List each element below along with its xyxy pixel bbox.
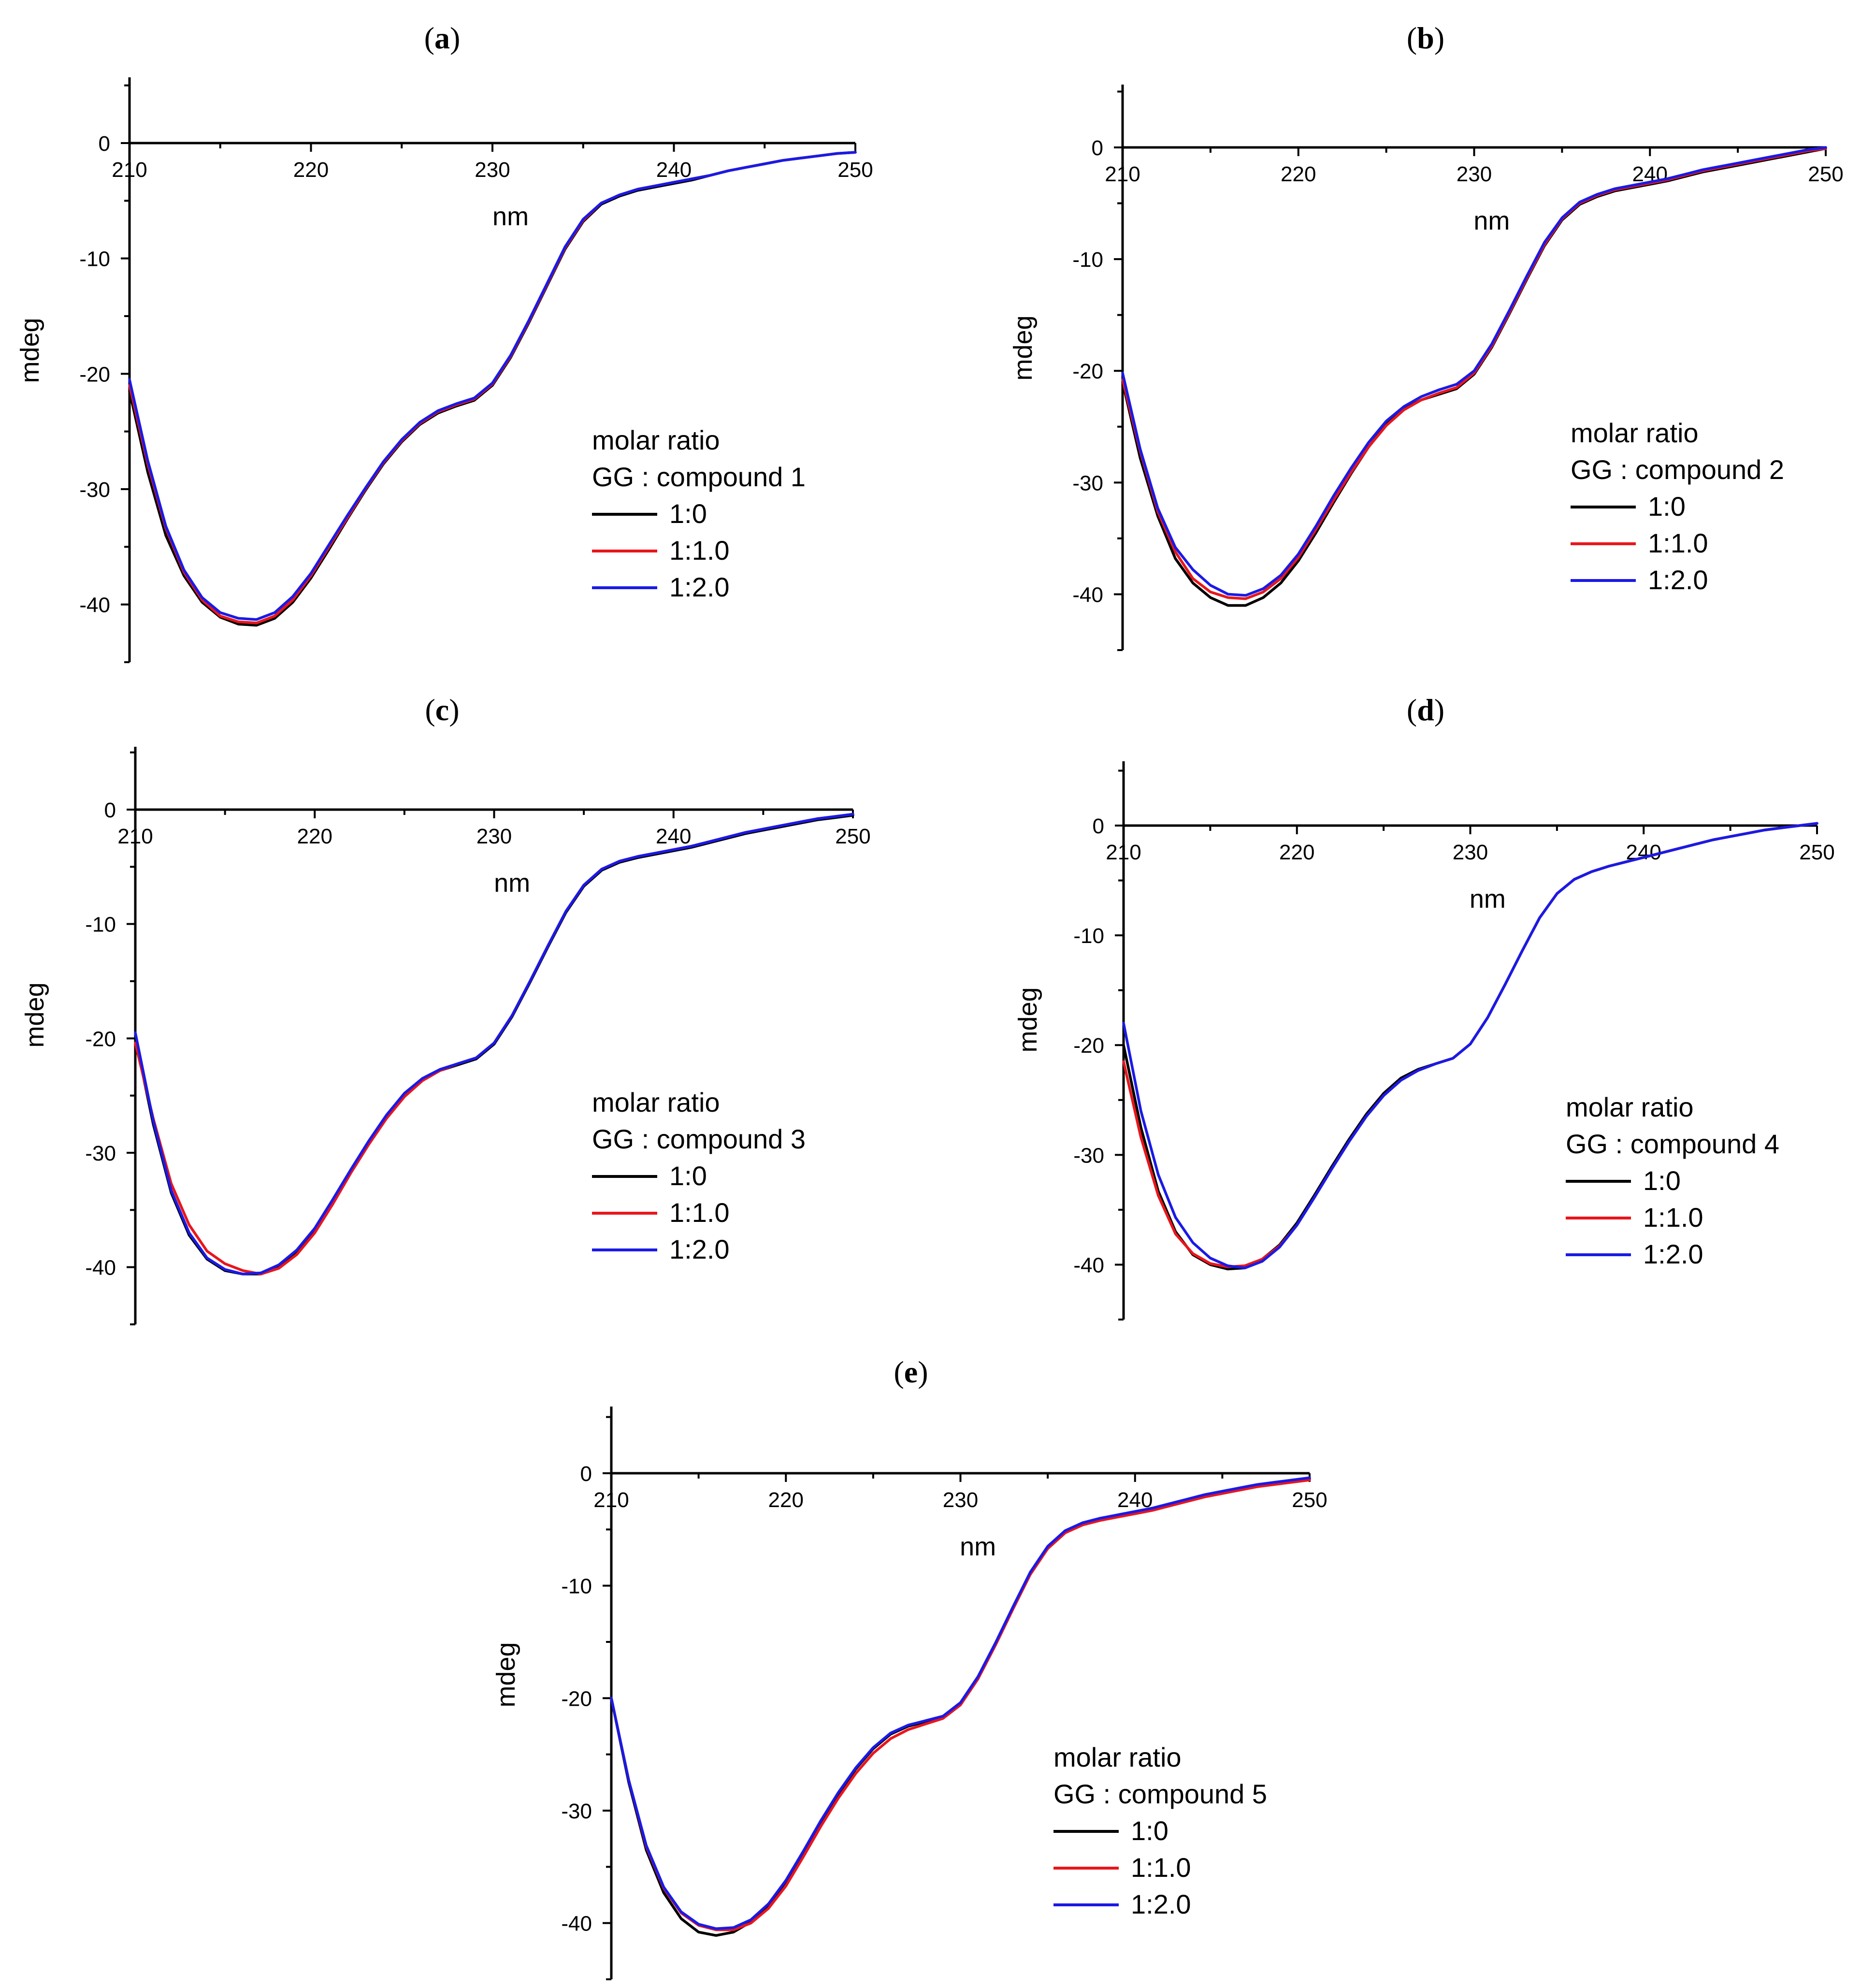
chart-panel-a: (a) 210 220 230 240 250 0 -10 -20 -30 -40 nm mdeg mol… xyxy=(15,21,873,663)
x-tick-label: 210 xyxy=(593,1488,629,1512)
x-axis-title: nm xyxy=(960,1532,996,1561)
y-tick-label: -20 xyxy=(561,1687,592,1711)
y-tick-label: -40 xyxy=(79,594,110,617)
chart-panel-e: (e)210 220 230 240 2500-10-20-30-40nmmdegmol… xyxy=(491,1355,1327,1980)
y-tick-label: 0 xyxy=(99,132,110,156)
x-tick-label: 220 xyxy=(768,1488,804,1512)
legend-title: molar ratio xyxy=(1566,1092,1694,1122)
legend-title: molar ratio xyxy=(592,425,720,455)
series-line-1-2-0 xyxy=(1122,822,1818,1270)
legend-entry: 1:0 xyxy=(1648,491,1686,522)
legend-title: molar ratio xyxy=(1571,418,1699,448)
x-tick-label: 210 xyxy=(112,158,147,182)
legend-entry: 1:1.0 xyxy=(669,1197,730,1228)
legend-entry: 1:0 xyxy=(669,498,707,529)
y-axis-title: mdeg xyxy=(15,318,44,383)
legend-entry: 1:1.0 xyxy=(1643,1202,1703,1233)
x-tick-label: 220 xyxy=(1281,162,1316,186)
y-tick-label: 0 xyxy=(1092,136,1103,160)
legend-entry: 1:2.0 xyxy=(669,1234,730,1264)
x-tick-label: 250 xyxy=(835,825,870,848)
y-tick-label: -30 xyxy=(561,1799,592,1823)
panel-label: (e) xyxy=(894,1355,928,1389)
legend-entry: 1:0 xyxy=(1131,1815,1169,1846)
y-axis-title: mdeg xyxy=(20,982,49,1047)
legend-title: molar ratio xyxy=(1053,1742,1182,1772)
legend-entry: 1:2.0 xyxy=(1648,565,1708,595)
y-tick-label: -40 xyxy=(1073,1253,1104,1277)
x-tick-label: 240 xyxy=(656,158,692,182)
x-tick-label: 220 xyxy=(297,825,332,848)
y-tick-label: -40 xyxy=(85,1256,116,1280)
x-tick-label: 230 xyxy=(1453,841,1488,864)
series-line-1-2-0 xyxy=(128,151,857,621)
panel-label: (d) xyxy=(1407,693,1444,727)
series-line-1-2-0 xyxy=(1121,146,1827,597)
y-tick-label: -10 xyxy=(85,913,116,937)
legend-entry: 1:0 xyxy=(669,1161,707,1191)
y-tick-label: -20 xyxy=(79,363,110,386)
legend-subtitle: GG : compound 2 xyxy=(1571,454,1784,485)
legend-title: molar ratio xyxy=(592,1087,720,1117)
y-tick-label: -30 xyxy=(1073,1144,1104,1167)
legend-entry: 1:1.0 xyxy=(669,535,730,566)
panel-label: (a) xyxy=(424,21,461,55)
x-axis-title: nm xyxy=(1470,885,1506,914)
legend-subtitle: GG : compound 1 xyxy=(592,462,806,492)
legend-entry: 1:1.0 xyxy=(1131,1852,1191,1883)
legend-subtitle: GG : compound 3 xyxy=(592,1124,806,1154)
y-tick-label: -10 xyxy=(561,1575,592,1598)
y-tick-label: -10 xyxy=(1073,924,1104,948)
y-tick-label: -40 xyxy=(561,1912,592,1936)
legend-entry: 1:0 xyxy=(1643,1165,1681,1196)
y-axis-title: mdeg xyxy=(1009,315,1038,380)
legend-subtitle: GG : compound 4 xyxy=(1566,1129,1779,1159)
x-tick-label: 230 xyxy=(475,158,510,182)
x-axis-title: nm xyxy=(492,202,529,231)
x-tick-label: 240 xyxy=(656,825,691,848)
panel-label: (c) xyxy=(425,693,459,727)
x-tick-label: 210 xyxy=(1106,841,1141,864)
x-tick-label: 230 xyxy=(943,1488,978,1512)
x-tick-label: 250 xyxy=(1799,841,1834,864)
legend-entry: 1:1.0 xyxy=(1648,528,1708,558)
y-tick-label: -10 xyxy=(79,247,110,271)
x-tick-label: 210 xyxy=(1105,162,1140,186)
x-tick-label: 230 xyxy=(1457,162,1492,186)
chart-panel-b: (b)210 220 230 240 2500-10-20-30-40nmmdegmol… xyxy=(1009,21,1844,651)
y-tick-label: -30 xyxy=(1072,471,1103,495)
legend-entry: 1:2.0 xyxy=(1131,1889,1191,1919)
chart-panel-c: (c) 210 220 230 240 250 0 -10 -20 -30 -40 nm mdeg mol… xyxy=(20,693,871,1325)
y-tick-label: -30 xyxy=(79,478,110,502)
y-tick-label: -20 xyxy=(1072,360,1103,383)
y-tick-label: 0 xyxy=(1093,814,1104,838)
y-axis-title: mdeg xyxy=(1013,987,1042,1052)
y-tick-label: -40 xyxy=(1072,583,1103,607)
y-tick-label: -10 xyxy=(1072,248,1103,272)
series-line-1-2-0 xyxy=(610,1476,1311,1930)
legend-subtitle: GG : compound 5 xyxy=(1053,1779,1267,1809)
x-tick-label: 230 xyxy=(476,825,512,848)
legend-entry: 1:2.0 xyxy=(669,572,730,602)
x-tick-label: 220 xyxy=(1279,841,1314,864)
y-tick-label: -20 xyxy=(1073,1034,1104,1058)
series-line-1-2-0 xyxy=(134,813,854,1276)
legend-entry: 1:2.0 xyxy=(1643,1239,1703,1269)
y-tick-label: 0 xyxy=(580,1462,592,1486)
panel-label: (b) xyxy=(1407,21,1444,55)
y-tick-label: 0 xyxy=(104,798,116,822)
x-tick-label: 220 xyxy=(293,158,329,182)
x-tick-label: 210 xyxy=(117,825,153,848)
chart-panel-d: (d)210 220 230 240 2500-10-20-30-40nmmdegmol… xyxy=(1013,693,1835,1320)
y-tick-label: -20 xyxy=(85,1027,116,1051)
x-tick-label: 250 xyxy=(1292,1488,1327,1512)
x-tick-label: 250 xyxy=(1808,162,1843,186)
y-axis-title: mdeg xyxy=(491,1642,520,1707)
series-line-1-1-0 xyxy=(610,1479,1311,1931)
x-tick-label: 250 xyxy=(837,158,873,182)
y-tick-label: -30 xyxy=(85,1142,116,1165)
x-axis-title: nm xyxy=(494,869,530,898)
x-axis-title: nm xyxy=(1473,206,1510,235)
